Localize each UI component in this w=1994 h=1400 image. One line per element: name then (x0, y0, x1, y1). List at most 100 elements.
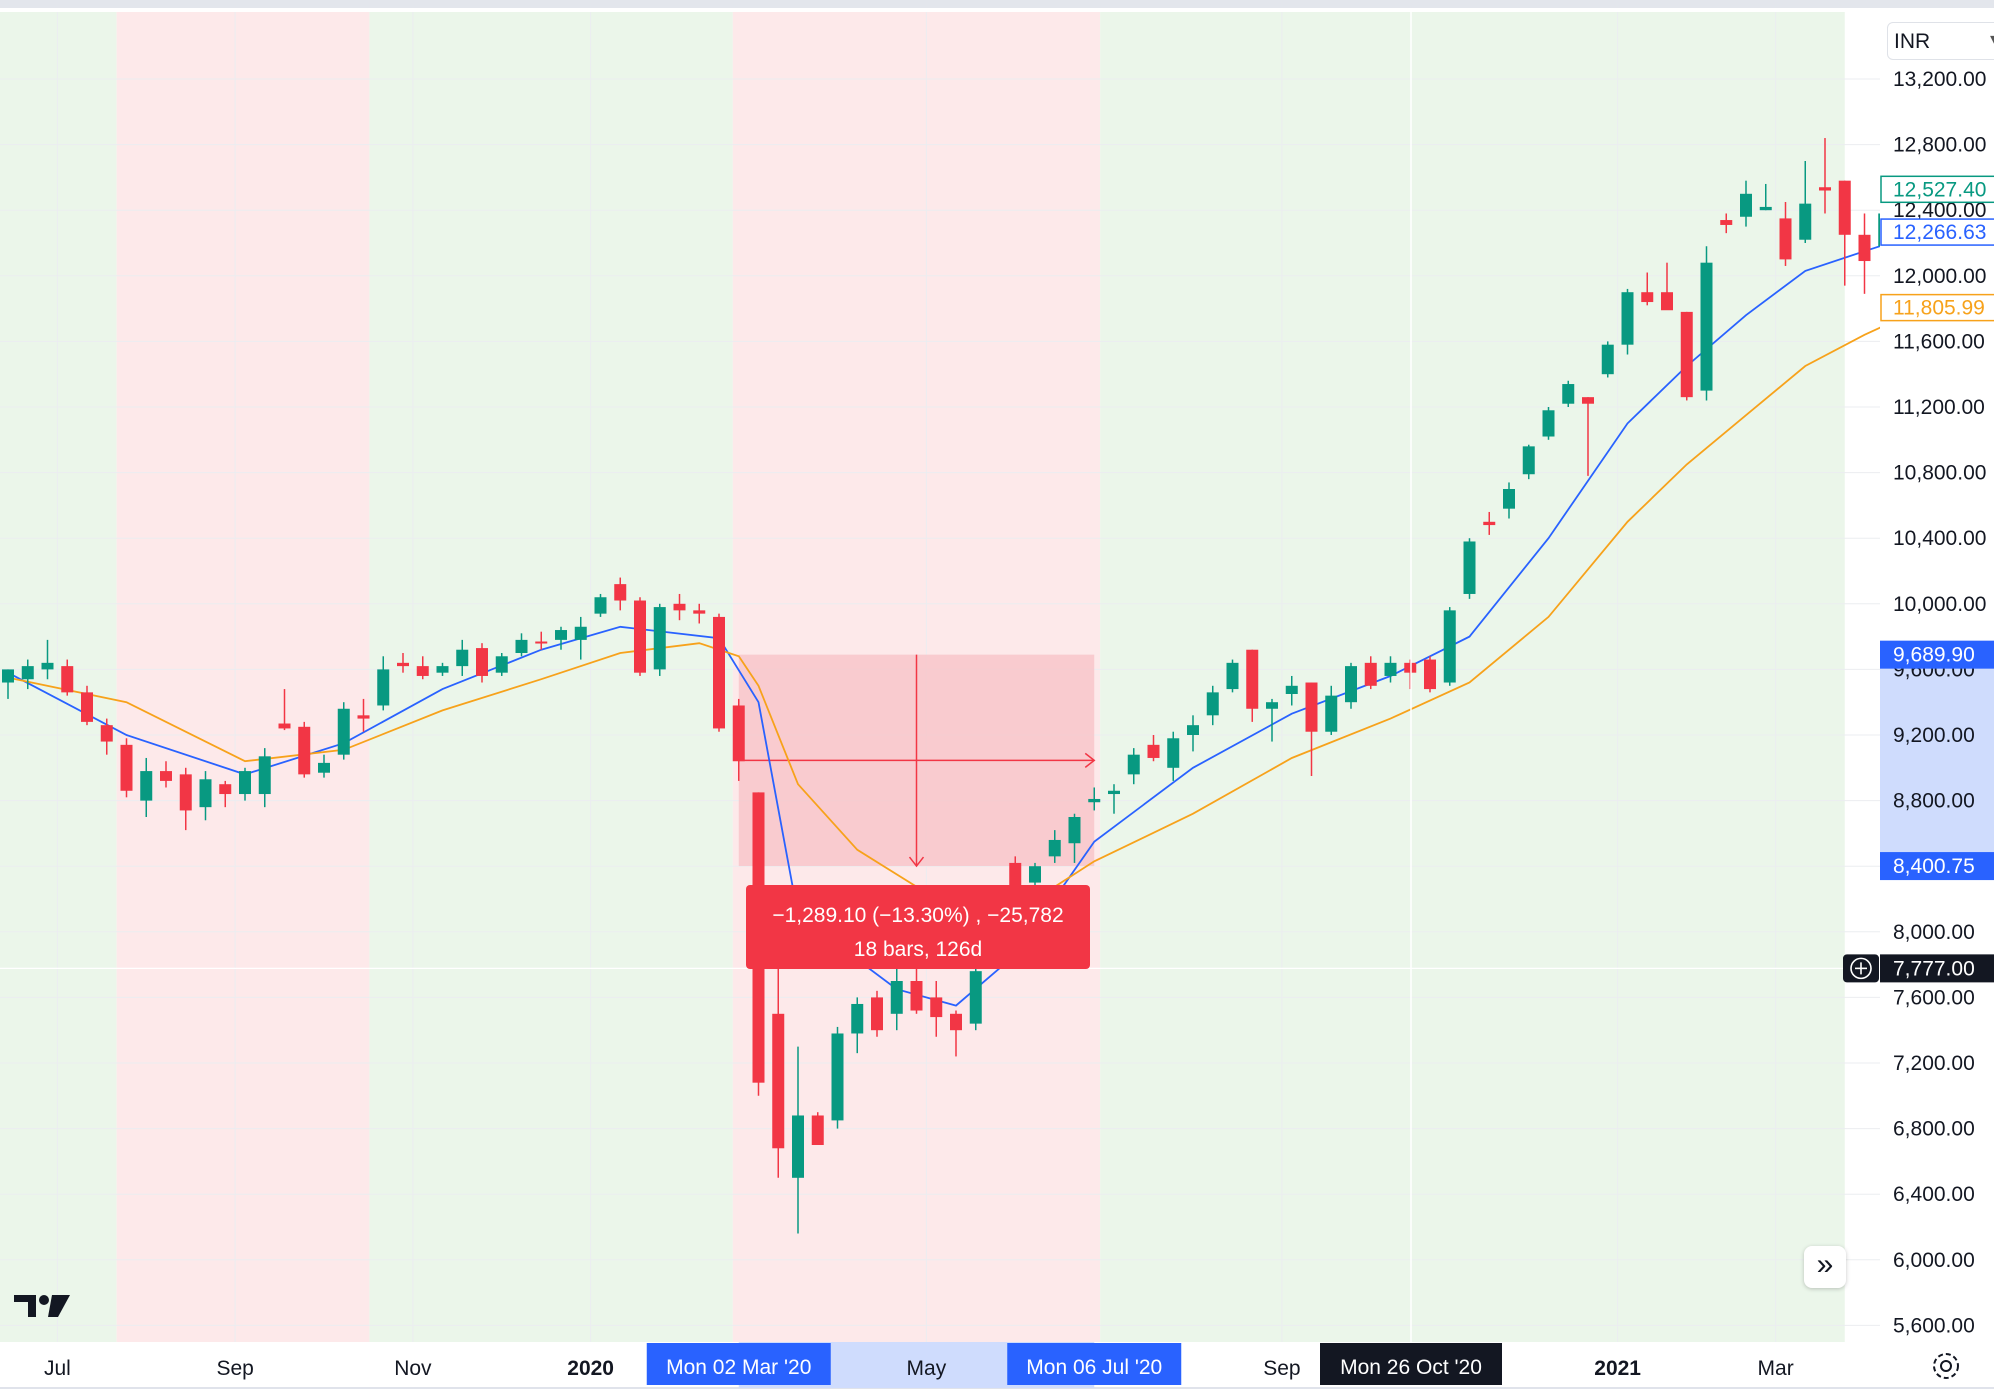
candle-body (476, 648, 488, 676)
candle-up (1206, 685, 1219, 726)
x-tick-label: Sep (1263, 1357, 1300, 1380)
regime-band-bull (1100, 12, 1845, 1342)
candle-body (555, 630, 567, 640)
candle-down (950, 1010, 962, 1057)
candle-body (811, 1115, 824, 1145)
price-label: 9,689.90 (1880, 640, 1994, 669)
candle-up (851, 997, 864, 1054)
currency-select[interactable]: INR ▾ (1887, 22, 1994, 60)
candle-down (772, 964, 785, 1178)
price-label-text: 11,805.99 (1893, 297, 1985, 320)
double-chevron-right-icon: » (1816, 1248, 1834, 1281)
candle-body (120, 744, 133, 791)
candle-up (1345, 662, 1357, 709)
candle-up (1325, 685, 1338, 735)
measure-start-date-label-text: Mon 02 Mar '20 (666, 1356, 811, 1379)
candle-down (1858, 213, 1871, 294)
y-tick-label: 9,200.00 (1893, 724, 1975, 747)
candle-down (1246, 649, 1259, 722)
candle-body (1740, 193, 1752, 217)
candle-down (298, 721, 311, 778)
candle-up (337, 702, 350, 760)
candle-up (318, 754, 330, 778)
candle-body (1127, 754, 1140, 775)
candle-body (871, 997, 883, 1031)
candle-up (1799, 161, 1812, 243)
candle-down (811, 1112, 824, 1145)
candle-body (1799, 203, 1812, 240)
x-tick-label: Nov (394, 1357, 432, 1380)
candle-down (219, 780, 232, 808)
candle-up (436, 662, 449, 676)
y-tick-label: 10,400.00 (1893, 527, 1986, 550)
candle-body (614, 584, 627, 601)
candle-body (950, 1013, 962, 1031)
measure-arrowhead-right (1084, 752, 1096, 768)
candle-body (199, 779, 212, 808)
regime-band-bear (116, 12, 370, 1342)
candle-body (792, 1115, 804, 1178)
y-tick-label: 8,800.00 (1893, 790, 1975, 813)
measure-label: −1,289.10 (−13.30%) , −25,782 18 bars, 1… (746, 885, 1090, 969)
measure-start-date-label-bg (646, 1343, 831, 1385)
y-tick-label: 7,200.00 (1893, 1052, 1975, 1075)
y-tick-label: 10,000.00 (1893, 593, 1986, 616)
candle-body (831, 1033, 844, 1121)
plus-circle-icon (1843, 954, 1879, 983)
price-label: 8,400.75 (1880, 852, 1994, 881)
candle-body (713, 616, 725, 729)
candle-body (377, 669, 390, 706)
candle-body (1009, 862, 1022, 886)
candle-up (1285, 675, 1298, 706)
y-tick-label: 12,000.00 (1893, 265, 1986, 288)
price-label: 12,527.40 (1880, 175, 1994, 204)
candle-down (416, 656, 429, 680)
y-tick-label: 7,600.00 (1893, 986, 1975, 1009)
measure-arrowhead-down (908, 856, 925, 868)
x-tick-label: Sep (216, 1357, 253, 1380)
price-label-bg (1880, 852, 1994, 881)
candle-up (1759, 183, 1772, 211)
candle-body (1443, 610, 1456, 683)
candle-body (732, 705, 745, 762)
crosshair-date-label-bg (1320, 1343, 1502, 1385)
candle-down (634, 597, 646, 676)
candle-down (179, 767, 192, 831)
candle-up (1167, 731, 1180, 781)
candle-body (1522, 446, 1535, 475)
scroll-to-realtime-button[interactable]: » (1804, 1246, 1846, 1288)
candle-down (930, 981, 943, 1037)
measure-end-date-label-text: Mon 06 Jul '20 (1026, 1356, 1162, 1379)
price-label-bg (1880, 175, 1994, 204)
candle-body (1029, 866, 1041, 883)
candle-body (357, 715, 370, 719)
candle-down (397, 653, 409, 673)
candle-down (120, 738, 133, 798)
candle-body (160, 771, 172, 781)
candle-body (1068, 817, 1081, 844)
candle-down (871, 990, 883, 1037)
candle-body (1266, 702, 1278, 709)
candle-body (574, 626, 587, 640)
price-label: 11,805.99 (1880, 293, 1994, 322)
price-label-bg (1880, 218, 1994, 246)
regime-band-bull (369, 12, 733, 1342)
y-tick-label: 6,800.00 (1893, 1118, 1975, 1141)
y-tick-label: 8,000.00 (1893, 921, 1975, 944)
candle-body (219, 784, 232, 795)
candle-down (160, 761, 172, 788)
candle-body (436, 666, 449, 673)
candle-up (1187, 715, 1199, 752)
candle-down (1838, 180, 1851, 286)
candle-body (258, 756, 271, 795)
y-tick-label: 11,600.00 (1893, 330, 1985, 353)
candle-down (357, 698, 370, 732)
candle-body (1601, 344, 1614, 375)
candle-up (1542, 407, 1555, 440)
gear-inner (1940, 1360, 1952, 1372)
candle-up (1127, 748, 1140, 785)
y-tick-label: 12,400.00 (1893, 199, 1986, 222)
candle-body (140, 771, 153, 801)
